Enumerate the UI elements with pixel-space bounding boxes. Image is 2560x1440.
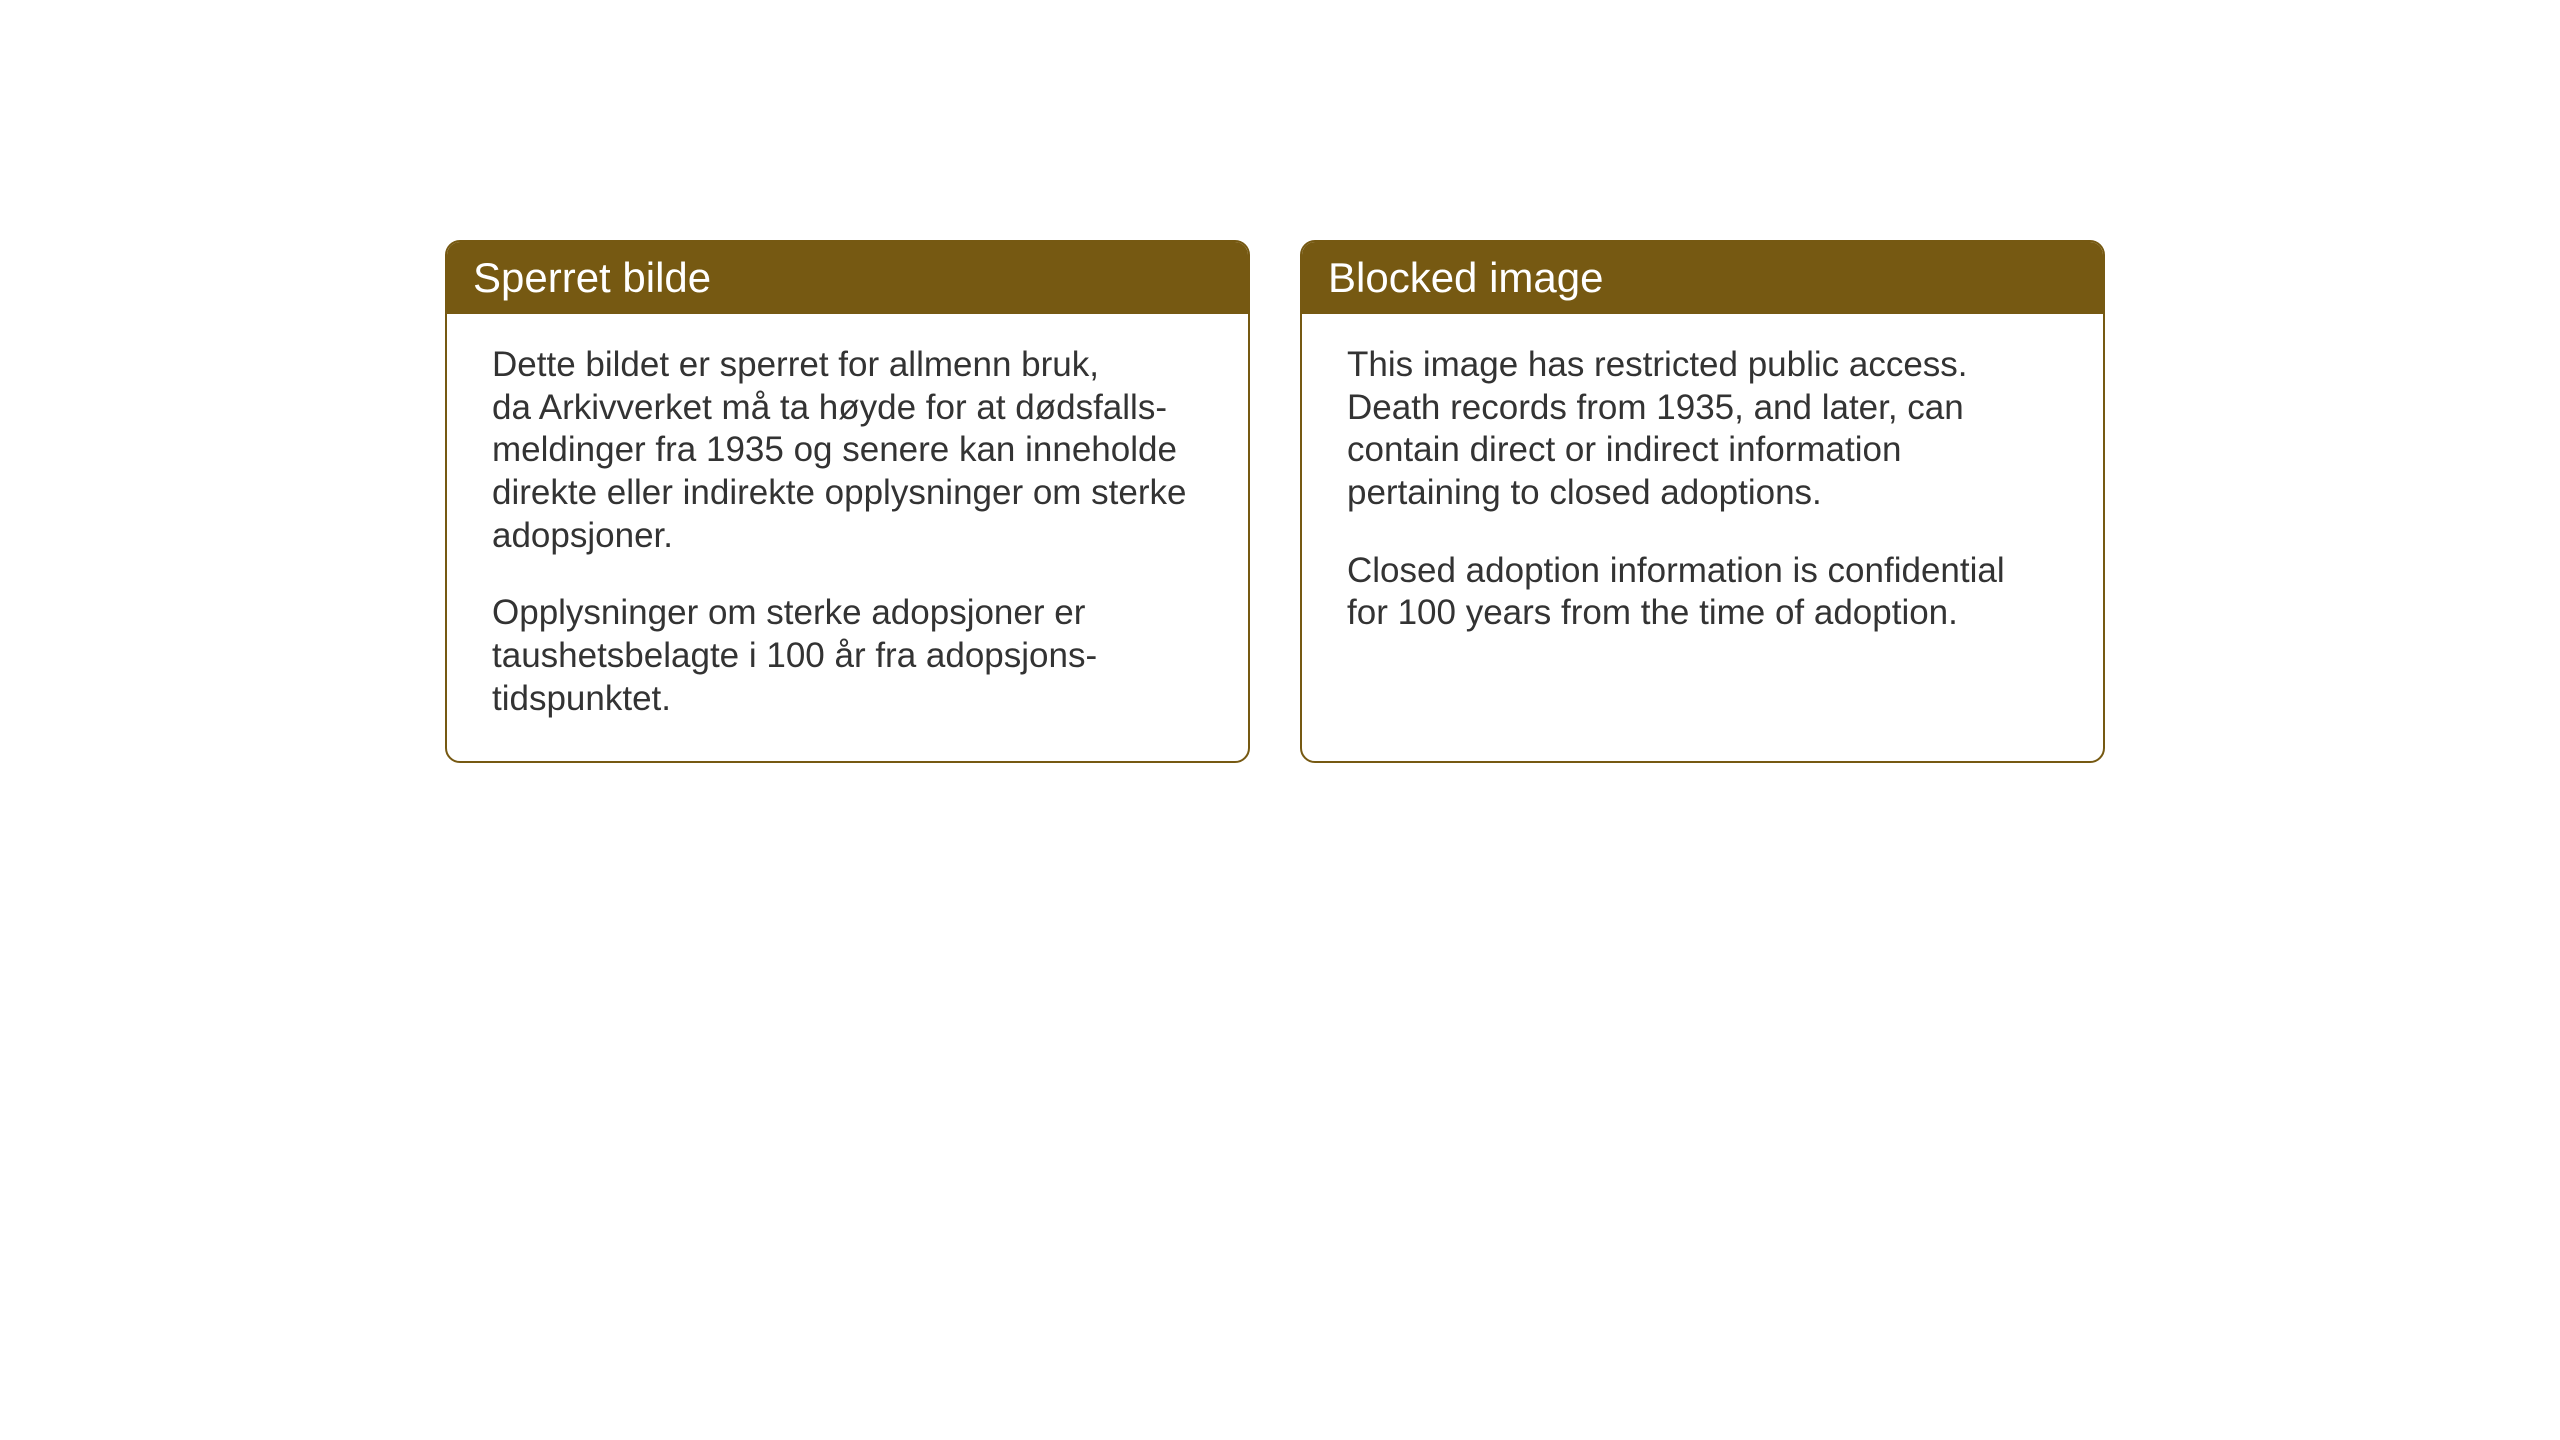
english-card-title: Blocked image (1302, 242, 2103, 314)
text-line: pertaining to closed adoptions. (1347, 473, 1822, 512)
norwegian-card-body: Dette bildet er sperret for allmenn bruk… (447, 314, 1248, 761)
norwegian-notice-card: Sperret bilde Dette bildet er sperret fo… (445, 240, 1250, 763)
text-line: Death records from 1935, and later, can (1347, 388, 1964, 427)
notice-container: Sperret bilde Dette bildet er sperret fo… (445, 240, 2105, 763)
english-notice-card: Blocked image This image has restricted … (1300, 240, 2105, 763)
text-line: adopsjoner. (492, 516, 673, 555)
text-line: for 100 years from the time of adoption. (1347, 593, 1958, 632)
text-line: taushetsbelagte i 100 år fra adopsjons- (492, 636, 1097, 675)
norwegian-card-title: Sperret bilde (447, 242, 1248, 314)
text-line: direkte eller indirekte opplysninger om … (492, 473, 1187, 512)
norwegian-paragraph-1: Dette bildet er sperret for allmenn bruk… (492, 344, 1203, 557)
text-line: This image has restricted public access. (1347, 345, 1968, 384)
text-line: Dette bildet er sperret for allmenn bruk… (492, 345, 1099, 384)
text-line: Closed adoption information is confident… (1347, 551, 2005, 590)
norwegian-paragraph-2: Opplysninger om sterke adopsjoner er tau… (492, 592, 1203, 720)
english-paragraph-2: Closed adoption information is confident… (1347, 550, 2058, 635)
english-card-body: This image has restricted public access.… (1302, 314, 2103, 675)
text-line: contain direct or indirect information (1347, 430, 1901, 469)
english-paragraph-1: This image has restricted public access.… (1347, 344, 2058, 515)
text-line: meldinger fra 1935 og senere kan innehol… (492, 430, 1177, 469)
text-line: tidspunktet. (492, 679, 671, 718)
text-line: Opplysninger om sterke adopsjoner er (492, 593, 1085, 632)
text-line: da Arkivverket må ta høyde for at dødsfa… (492, 388, 1167, 427)
